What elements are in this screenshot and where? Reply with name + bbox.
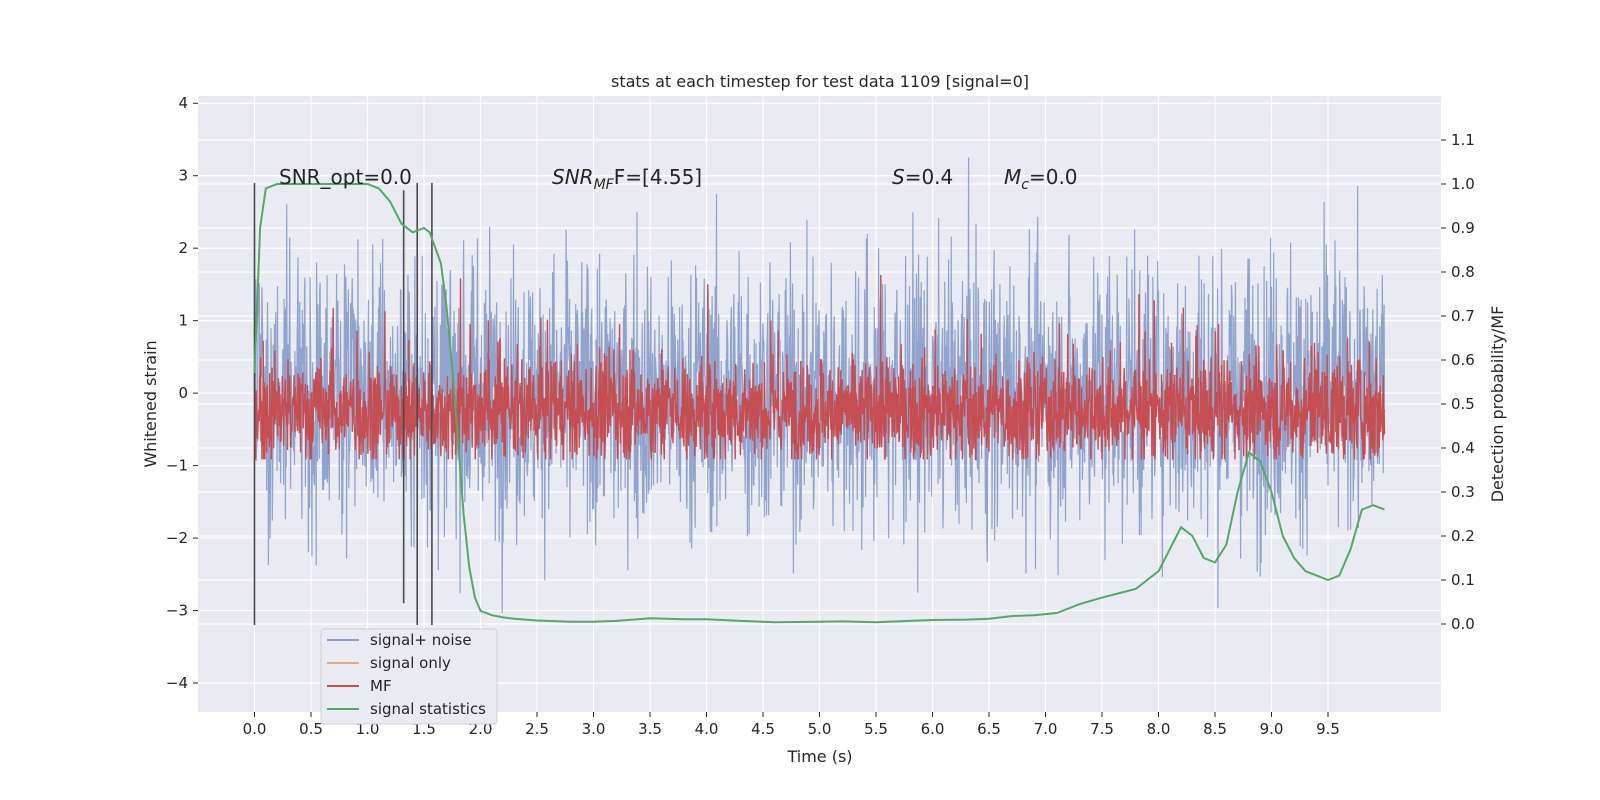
annotation-snr-mf-rest: F=[4.55]: [614, 165, 702, 189]
x-tick-label: 4.5: [751, 720, 775, 738]
y2-tick-label: 1.0: [1451, 175, 1475, 193]
annotation-mc-rest: =0.0: [1029, 165, 1078, 189]
x-tick-label: 9.0: [1260, 720, 1284, 738]
y2-tick-label: 0.1: [1451, 571, 1475, 589]
legend-label-mf: MF: [370, 677, 392, 695]
series-line-mf: [253, 274, 1386, 461]
legend-label-signal-noise: signal+ noise: [370, 631, 472, 649]
legend-box: [320, 628, 498, 725]
y-axis-label: Whitened strain: [141, 340, 160, 467]
x-tick-label: 7.5: [1090, 720, 1114, 738]
y2-tick-label: 0.2: [1451, 527, 1475, 545]
annotation-snr-mf: SNRMFF=[4.55]: [552, 165, 702, 193]
series-signal-statistics: [253, 183, 1385, 624]
annotation-snr-opt: SNR_opt=0.0: [279, 165, 412, 189]
annotation-s: S=0.4: [892, 165, 953, 189]
x-tick-label: 8.0: [1147, 720, 1171, 738]
y-tick-label: 3: [178, 167, 188, 185]
y2-tick-label: 0.8: [1451, 263, 1475, 281]
y-tick-label: 0: [178, 384, 188, 402]
annotation-snr-mf-main: SNR: [552, 165, 594, 189]
y2-tick-label: 0.4: [1451, 439, 1475, 457]
y2-tick-label: 0.0: [1451, 615, 1475, 633]
series-mf: [253, 274, 1386, 461]
x-axis-label: Time (s): [786, 747, 852, 766]
y-tick-label: 4: [178, 94, 188, 112]
x-tick-label: 6.5: [977, 720, 1001, 738]
legend: signal+ noise signal only MF signal stat…: [320, 628, 498, 725]
x-tick-label: 0.5: [299, 720, 323, 738]
y2-tick-label: 0.6: [1451, 351, 1475, 369]
annotation-mc: Mc=0.0: [1004, 165, 1078, 193]
y-tick-label: 2: [178, 239, 188, 257]
y-tick-label: 1: [178, 312, 188, 330]
vertical-markers: [253, 182, 433, 626]
annotation-snr-mf-sub: MF: [594, 177, 615, 193]
x-tick-label: 5.0: [808, 720, 832, 738]
x-tick-label: 3.0: [582, 720, 606, 738]
annotation-s-rest: =0.4: [905, 165, 954, 189]
y-tick-label: −2: [166, 529, 188, 547]
y2-tick-label: 0.5: [1451, 395, 1475, 413]
x-tick-label: 3.5: [638, 720, 662, 738]
x-tick-label: 6.0: [921, 720, 945, 738]
y-tick-label: −4: [166, 674, 188, 692]
y2-tick-label: 0.3: [1451, 483, 1475, 501]
annotation-mc-main: M: [1004, 165, 1021, 189]
y2-axis-label: Detection probability/MF: [1488, 306, 1507, 503]
x-tick-label: 0.0: [243, 720, 267, 738]
annotation-mc-sub: c: [1021, 177, 1029, 193]
x-tick-label: 2.5: [525, 720, 549, 738]
y2-tick-label: 1.1: [1451, 131, 1475, 149]
legend-label-signal-only: signal only: [370, 654, 451, 672]
series-line-signal-statistics: [253, 183, 1385, 624]
x-tick-label: 5.5: [864, 720, 888, 738]
chart-title: stats at each timestep for test data 110…: [611, 72, 1029, 91]
annotation-s-main: S: [892, 165, 905, 189]
y2-tick-label: 0.7: [1451, 307, 1475, 325]
x-tick-label: 8.5: [1203, 720, 1227, 738]
y2-tick-label: 0.9: [1451, 219, 1475, 237]
x-tick-label: 9.5: [1316, 720, 1340, 738]
legend-label-signal-statistics: signal statistics: [370, 700, 486, 718]
x-axis-ticks: 0.0 0.5 1.0 1.5 2.0 2.5 3.0 3.5 4.0 4.5 5.0 5.5 6.0 6…: [243, 712, 1340, 738]
x-tick-label: 7.0: [1034, 720, 1058, 738]
y2-axis-ticks: 1.1 1.0 0.9 0.8 0.7 0.6 0.5 0.4 0.3 0.2 0.1 0.0: [1441, 131, 1475, 633]
y-tick-label: −3: [166, 602, 188, 620]
x-tick-label: 4.0: [695, 720, 719, 738]
y-tick-label: −1: [166, 457, 188, 475]
y-axis-ticks: 4 3 2 1 0 −1 −2 −3 −4: [166, 94, 198, 692]
